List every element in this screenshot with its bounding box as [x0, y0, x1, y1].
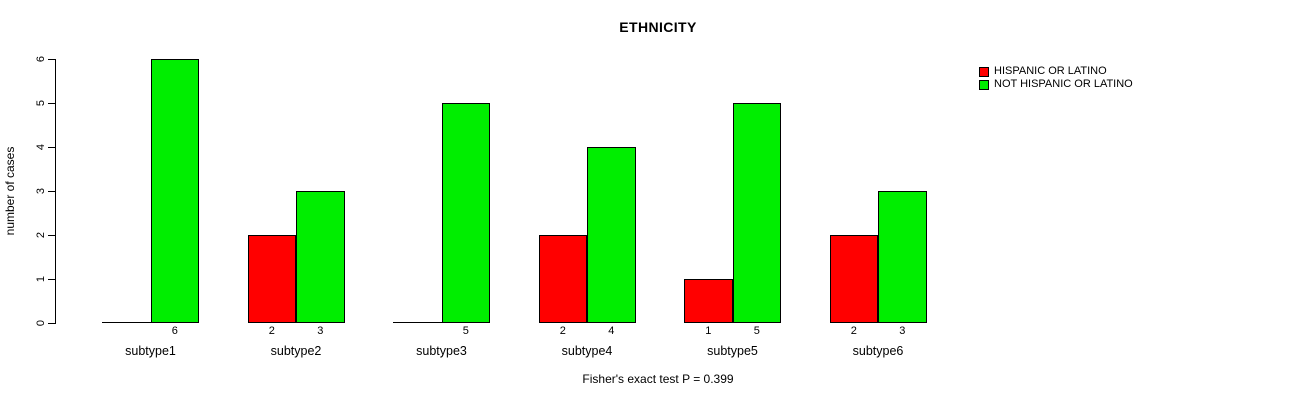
bar-hispanic-subtype2 — [247, 235, 296, 323]
bar-hispanic-subtype5 — [684, 279, 733, 323]
bar-hispanic-subtype4 — [538, 235, 587, 323]
bar-value-label: 6 — [171, 325, 178, 337]
category-label-subtype5: subtype5 — [707, 344, 758, 358]
bar-value-label: 1 — [705, 325, 712, 337]
y-axis-tick — [48, 147, 55, 148]
legend-swatch-icon — [979, 79, 989, 90]
legend-swatch-icon — [979, 66, 989, 77]
footer-annotation: Fisher's exact test P = 0.399 — [582, 372, 734, 386]
y-axis-label: number of cases — [3, 146, 17, 236]
y-axis-tick-label: 1 — [35, 275, 47, 283]
legend-row: NOT HISPANIC OR LATINO — [979, 78, 1133, 91]
y-axis-tick-label: 5 — [35, 99, 47, 107]
category-label-subtype2: subtype2 — [270, 344, 322, 358]
legend: HISPANIC OR LATINO NOT HISPANIC OR LATINO — [979, 65, 1133, 91]
bar-value-label: 3 — [317, 325, 324, 337]
bar-value-label: 2 — [559, 325, 566, 337]
legend-row: HISPANIC OR LATINO — [979, 65, 1133, 78]
category-label-subtype4: subtype4 — [561, 344, 613, 358]
bar-value-label: 5 — [753, 325, 760, 337]
bar-not-hispanic-subtype4 — [587, 147, 636, 323]
bar-not-hispanic-subtype5 — [732, 103, 781, 323]
y-axis-tick — [48, 323, 55, 324]
y-axis-line — [55, 59, 56, 324]
y-axis-tick-label: 4 — [35, 143, 47, 151]
y-axis-tick-label: 0 — [35, 319, 47, 327]
y-axis-tick-label: 2 — [35, 231, 47, 239]
y-axis-tick — [48, 279, 55, 280]
bar-value-label: 4 — [608, 325, 615, 337]
bar-not-hispanic-subtype6 — [878, 191, 927, 323]
bar-hispanic-subtype6 — [829, 235, 878, 323]
y-axis-tick — [48, 103, 55, 104]
category-label-subtype6: subtype6 — [852, 344, 904, 358]
bar-not-hispanic-subtype2 — [296, 191, 345, 323]
bar-hispanic-subtype1-zero — [102, 322, 151, 323]
legend-label: HISPANIC OR LATINO — [994, 65, 1107, 77]
y-axis-tick — [48, 235, 55, 236]
category-label-subtype1: subtype1 — [125, 344, 176, 358]
bar-hispanic-subtype3-zero — [393, 322, 442, 323]
y-axis-tick — [48, 191, 55, 192]
bar-not-hispanic-subtype3 — [441, 103, 490, 323]
y-axis-tick-label: 3 — [35, 187, 47, 195]
bar-value-label: 5 — [462, 325, 469, 337]
category-label-subtype3: subtype3 — [416, 344, 467, 358]
bar-value-label: 2 — [268, 325, 275, 337]
y-axis-tick — [48, 59, 55, 60]
bar-not-hispanic-subtype1 — [150, 59, 199, 323]
chart-title: ETHNICITY — [619, 19, 697, 35]
legend-label: NOT HISPANIC OR LATINO — [994, 78, 1133, 90]
bar-value-label: 2 — [850, 325, 857, 337]
y-axis-tick-label: 6 — [35, 55, 47, 63]
bar-value-label: 3 — [899, 325, 906, 337]
